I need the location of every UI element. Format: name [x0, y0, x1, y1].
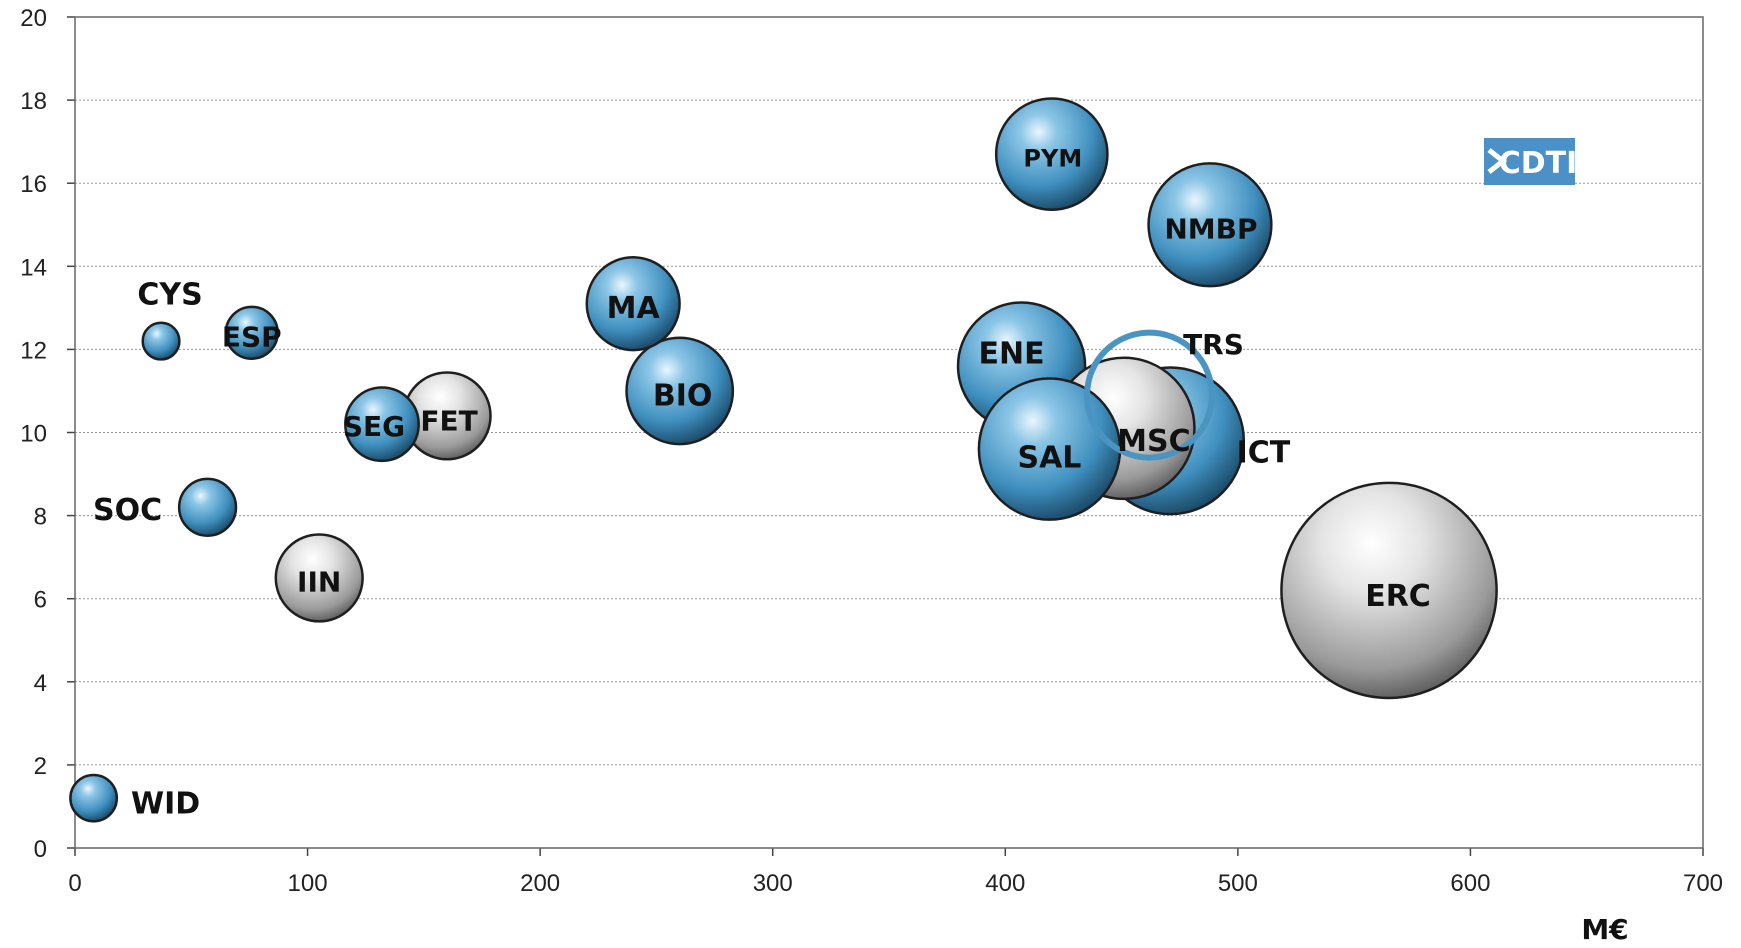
- label-soc: SOC: [93, 493, 162, 528]
- y-tick-label-16: 16: [20, 171, 47, 198]
- label-trs: TRS: [1183, 328, 1244, 361]
- y-tick-label-4: 4: [34, 670, 47, 697]
- label-sal: SAL: [1017, 441, 1081, 476]
- label-wid: WID: [131, 787, 200, 822]
- label-esp: ESP: [222, 321, 282, 354]
- y-tick-label-2: 2: [34, 753, 47, 780]
- bubble-pym: [994, 97, 1109, 211]
- x-tick-label-200: 200: [520, 870, 560, 897]
- x-tick-label-100: 100: [288, 870, 328, 897]
- bubble-bio: [625, 336, 735, 446]
- bubble-wid: [69, 773, 119, 823]
- bubble-erc: [1280, 481, 1498, 700]
- y-tick-label-18: 18: [20, 88, 47, 115]
- label-msc: MSC: [1117, 424, 1190, 459]
- y-tick-label-14: 14: [20, 254, 47, 281]
- label-seg: SEG: [343, 410, 405, 443]
- x-tick-label-300: 300: [753, 870, 793, 897]
- bubble-seg: [344, 386, 420, 463]
- bubble-cys: [141, 321, 181, 361]
- bubble-ma: [585, 256, 681, 352]
- bubble-soc: [177, 477, 238, 537]
- plot-frame: [74, 16, 1704, 849]
- y-tick-label-10: 10: [20, 421, 47, 448]
- x-tick-label-600: 600: [1450, 870, 1490, 897]
- bubble-esp: [224, 305, 279, 360]
- y-tick-label-8: 8: [34, 504, 47, 531]
- y-tick-label-6: 6: [34, 587, 47, 614]
- bubble-nmbp: [1147, 162, 1273, 288]
- label-ma: MA: [607, 291, 661, 326]
- label-ene: ENE: [979, 337, 1045, 372]
- x-tick-label-0: 0: [68, 870, 81, 897]
- bubble-labels: WID CYS ESP SOC IIN SEG FET MA BIO PYM NMBP ENE ICT M…: [93, 145, 1431, 822]
- label-pym: PYM: [1023, 145, 1082, 173]
- x-axis-title: M€: [1581, 913, 1628, 946]
- label-erc: ERC: [1365, 579, 1431, 614]
- x-tick-label-400: 400: [985, 870, 1025, 897]
- bubble-iin: [274, 533, 364, 623]
- x-tick-label-500: 500: [1218, 870, 1258, 897]
- x-tick-label-700: 700: [1683, 870, 1723, 897]
- y-tick-label-12: 12: [20, 337, 47, 364]
- label-iin: IIN: [297, 566, 341, 599]
- y-tick-label-0: 0: [34, 836, 47, 863]
- label-bio: BIO: [653, 378, 713, 413]
- bubble-trs: [1084, 329, 1215, 461]
- y-tick-label-20: 20: [20, 5, 47, 32]
- bubbles: [69, 97, 1498, 823]
- label-cys: CYS: [137, 278, 202, 313]
- cdti-logo-text: CDTI: [1499, 146, 1578, 181]
- label-ict: ICT: [1237, 435, 1291, 470]
- label-nmbp: NMBP: [1164, 213, 1257, 246]
- cdti-logo: CDTI: [1484, 138, 1577, 185]
- label-fet: FET: [420, 405, 477, 438]
